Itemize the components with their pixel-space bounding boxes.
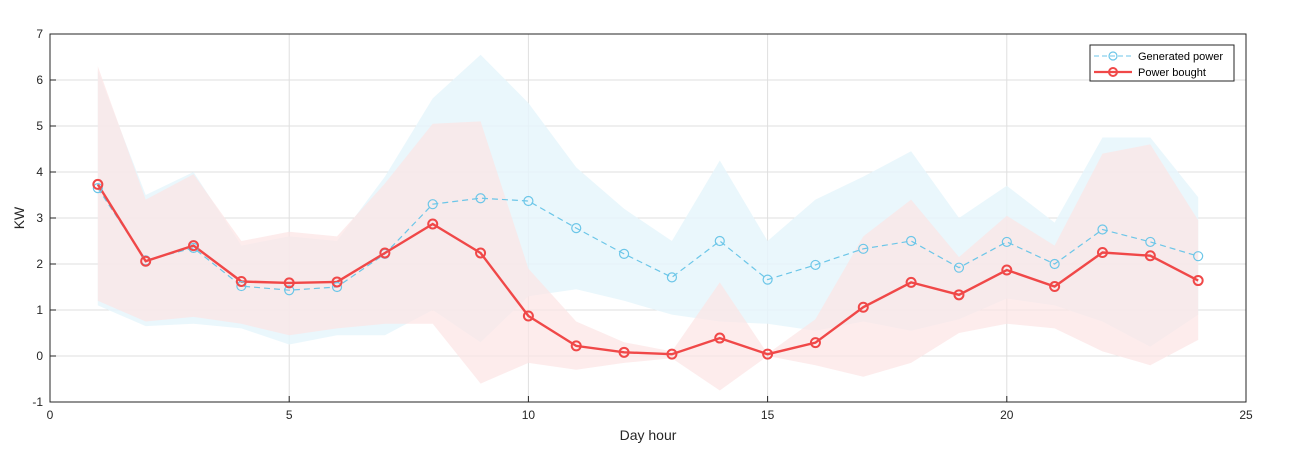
generated-power-point	[1049, 258, 1060, 270]
generated-power-point	[1193, 251, 1204, 262]
x-axis-title: Day hour	[620, 427, 677, 443]
power-bought-point	[1001, 264, 1013, 276]
power-bought-point	[953, 289, 965, 301]
y-tick-label: 1	[36, 303, 43, 317]
power-bought-point	[1096, 247, 1108, 258]
power-bought-point	[235, 275, 247, 287]
power-bought-point	[762, 348, 774, 360]
generated-power-point	[284, 285, 295, 296]
power-bought-point	[188, 240, 200, 252]
power-bought-point	[140, 255, 152, 267]
power-bought-point	[1192, 275, 1204, 287]
power-bought-point	[809, 337, 821, 349]
power-bought-point	[475, 247, 487, 259]
y-tick-label: 2	[36, 257, 43, 271]
power-bought-point	[618, 346, 630, 358]
legend-generated-label: Generated power	[1138, 51, 1223, 63]
power-bought-point	[1049, 281, 1061, 293]
generated-power-point	[858, 243, 869, 254]
generated-power-point	[571, 223, 582, 234]
y-tick-label: 0	[36, 349, 43, 363]
generated-power-point	[810, 259, 821, 271]
generated-power-point	[953, 262, 965, 273]
confidence-bands	[97, 54, 1199, 391]
generated-power-point	[92, 183, 103, 194]
series-markers	[92, 178, 1204, 360]
series-lines	[96, 183, 1199, 356]
generated-power-point	[1097, 224, 1108, 235]
power-bought-point	[92, 178, 104, 190]
generated-power-point	[618, 248, 630, 259]
legend: Generated power Power bought	[1089, 44, 1235, 82]
y-tick-label: 4	[36, 165, 43, 179]
axis-ticks: 0 5 10 15 20 25 -1 0 1 2 3 4 5 6 7	[32, 27, 1253, 422]
power-bought-line	[96, 183, 1199, 356]
power-bought-point	[331, 276, 343, 288]
y-axis-title: KW	[11, 206, 27, 229]
power-bought-point	[283, 277, 295, 289]
power-bought-point	[1144, 250, 1156, 262]
power-bought-point	[379, 247, 391, 259]
generated-power-point	[475, 193, 486, 204]
power-bought-point	[666, 348, 678, 360]
power-bought-point	[427, 218, 439, 230]
power-bought-band	[97, 66, 1199, 391]
x-tick-label: 25	[1239, 408, 1253, 422]
power-bought-point	[714, 332, 726, 344]
power-bought-point	[857, 301, 869, 313]
legend-bought-marker	[1108, 67, 1118, 77]
x-tick-label: 20	[1000, 408, 1014, 422]
y-tick-label: 3	[36, 211, 43, 225]
x-tick-label: 10	[522, 408, 536, 422]
power-bought-point	[570, 340, 582, 352]
generated-power-point	[714, 235, 725, 247]
power-bought-point	[905, 276, 917, 288]
legend-generated-marker	[1108, 51, 1118, 61]
x-tick-label: 15	[761, 408, 775, 422]
x-tick-label: 5	[286, 408, 293, 422]
y-tick-label: 6	[36, 73, 43, 87]
generated-power-point	[666, 272, 678, 283]
generated-power-point	[236, 280, 247, 292]
y-tick-label: -1	[32, 395, 43, 409]
legend-bought-label: Power bought	[1138, 67, 1206, 79]
generated-power-line	[97, 187, 1199, 291]
y-tick-label: 7	[36, 27, 43, 41]
generated-power-point	[762, 274, 773, 285]
generated-power-point	[906, 235, 917, 247]
generated-power-point	[1001, 236, 1012, 248]
power-bought-point	[522, 310, 534, 322]
generated-power-point	[331, 281, 343, 293]
x-tick-label: 0	[47, 408, 54, 422]
generated-power-point	[1145, 236, 1156, 248]
y-tick-label: 5	[36, 119, 43, 133]
generated-power-point	[427, 199, 438, 210]
generated-power-point	[523, 195, 534, 207]
